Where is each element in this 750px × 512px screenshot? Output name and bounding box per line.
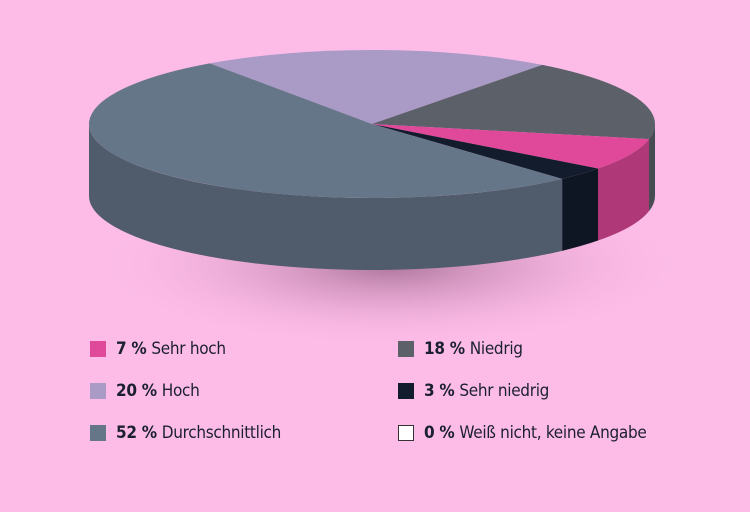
legend-swatch (398, 425, 414, 441)
legend-pct: 18 % (424, 339, 465, 359)
legend-swatch (90, 425, 106, 441)
legend-item: 7 % Sehr hoch (90, 339, 226, 359)
legend-swatch (90, 383, 106, 399)
legend-swatch (398, 341, 414, 357)
legend-item: 20 % Hoch (90, 381, 200, 401)
slice-sehr-niedrig (372, 124, 599, 179)
legend-pct: 0 % (424, 423, 455, 443)
legend-label: Hoch (161, 381, 200, 401)
legend-label: Sehr niedrig (459, 381, 550, 401)
legend-label: Niedrig (469, 339, 523, 359)
legend-pct: 20 % (116, 381, 157, 401)
slice-durchschnittlich-side (89, 124, 563, 270)
legend-pct: 7 % (116, 339, 147, 359)
legend-item: 3 % Sehr niedrig (398, 381, 549, 401)
legend-pct: 3 % (424, 381, 455, 401)
legend-pct: 52 % (116, 423, 157, 443)
legend-item: 0 % Weiß nicht, keine Angabe (398, 423, 647, 443)
legend-swatch (90, 341, 106, 357)
slice-niedrig (372, 64, 655, 140)
legend-label: Sehr hoch (151, 339, 226, 359)
slice-hoch (209, 49, 543, 124)
slice-sehr-hoch-side (598, 139, 650, 241)
legend-label: Durchschnittlich (161, 423, 282, 443)
legend-label: Weiß nicht, keine Angabe (459, 423, 647, 443)
slice-sehr-niedrig-side (562, 168, 599, 251)
legend-item: 52 % Durchschnittlich (90, 423, 281, 443)
slice-sehr-hoch (372, 124, 650, 169)
legend-item: 18 % Niedrig (398, 339, 523, 359)
slice-durchschnittlich (89, 63, 563, 198)
slice-niedrig-side (649, 124, 655, 212)
legend-swatch (398, 383, 414, 399)
